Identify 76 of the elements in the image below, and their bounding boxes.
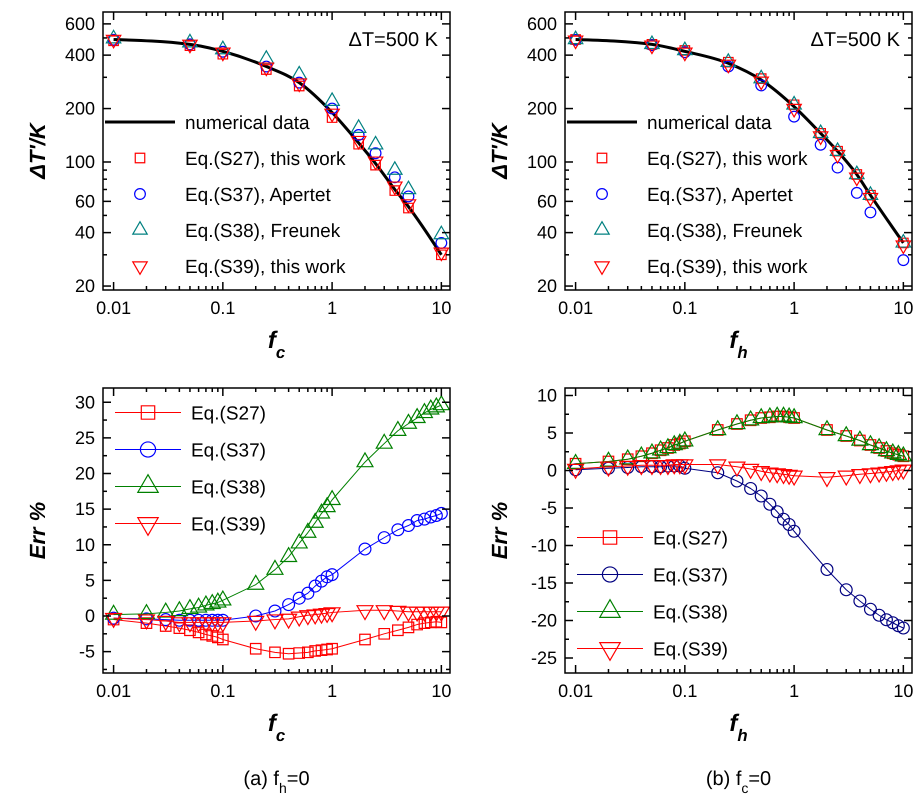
y-tick-label: 20 bbox=[536, 276, 557, 296]
x-tick-label: 0.1 bbox=[210, 681, 236, 701]
x-tick-label: 10 bbox=[893, 298, 914, 318]
legend-label: Eq.(S38), Freunek bbox=[185, 221, 341, 242]
y-tick-label: -5 bbox=[78, 642, 95, 662]
y-axis-title: Err % bbox=[487, 502, 512, 560]
text: (a) f$_{h}$=0 bbox=[243, 768, 310, 796]
x-tick-label: 0.01 bbox=[558, 298, 594, 318]
y-tick-label: 5 bbox=[84, 570, 95, 590]
legend-label: Eq.(S27) bbox=[191, 404, 266, 424]
x-axis-title: f$_{h}$ bbox=[729, 710, 748, 744]
legend-label: Eq.(S38) bbox=[653, 602, 728, 624]
y-axis-title: Err % bbox=[25, 502, 50, 560]
x-tick-label: 1 bbox=[789, 298, 800, 318]
x-tick-label: 10 bbox=[431, 298, 452, 318]
y-tick-label: 20 bbox=[74, 276, 95, 296]
y-tick-label: 10 bbox=[74, 534, 95, 555]
x-tick-label: 1 bbox=[327, 681, 338, 701]
x-tick-label: 0.01 bbox=[96, 298, 132, 318]
x-tick-label: 10 bbox=[431, 681, 452, 701]
y-tick-label: 40 bbox=[74, 222, 95, 243]
legend-label: Eq.(S27) bbox=[653, 528, 728, 550]
y-axis-title: ΔT'/K bbox=[487, 121, 512, 180]
x-tick-label: 10 bbox=[893, 681, 914, 701]
y-tick-label: 600 bbox=[64, 14, 95, 34]
legend-label: numerical data bbox=[647, 113, 772, 134]
y-tick-label: 0 bbox=[84, 606, 95, 626]
legend-label: Eq.(S39), this work bbox=[647, 257, 808, 278]
y-tick-label: 200 bbox=[526, 98, 557, 119]
y-tick-label: 400 bbox=[64, 45, 95, 66]
legend-label: numerical data bbox=[185, 113, 310, 134]
y-axis-title: ΔT'/K bbox=[25, 121, 50, 180]
annotation: ΔT=500 K bbox=[348, 29, 439, 51]
legend-label: Eq.(S39) bbox=[653, 640, 728, 660]
y-tick-label: -5 bbox=[540, 498, 557, 518]
legend-label: Eq.(S37) bbox=[653, 566, 728, 586]
y-tick-label: 25 bbox=[74, 428, 95, 448]
y-tick-label: 5 bbox=[546, 423, 557, 443]
legend-label: Eq.(S37) bbox=[191, 440, 266, 462]
y-tick-label: 100 bbox=[64, 152, 95, 172]
legend-label: Eq.(S37), Apertet bbox=[185, 185, 332, 206]
legend-label: Eq.(S37), Apertet bbox=[647, 185, 794, 206]
y-tick-label: 400 bbox=[526, 45, 557, 66]
x-tick-label: 0.1 bbox=[672, 298, 698, 318]
y-tick-label: 20 bbox=[74, 464, 95, 484]
legend-label: Eq.(S38) bbox=[191, 478, 266, 498]
x-axis-title: f$_{c}$ bbox=[268, 710, 286, 744]
x-axis-title: f$_{c}$ bbox=[268, 327, 286, 362]
annotation: ΔT=500 K bbox=[810, 29, 901, 51]
x-tick-label: 0.1 bbox=[672, 681, 698, 701]
y-tick-label: 10 bbox=[536, 386, 557, 406]
x-axis-title: f$_{h}$ bbox=[729, 327, 748, 362]
legend-label: Eq.(S39) bbox=[191, 514, 266, 536]
x-tick-label: 0.1 bbox=[210, 298, 236, 318]
legend-label: Eq.(S27), this work bbox=[647, 149, 808, 170]
legend-label: Eq.(S27), this work bbox=[185, 149, 346, 170]
x-tick-label: 1 bbox=[789, 681, 800, 701]
text: (b) f$_{c}$=0 bbox=[706, 768, 772, 796]
y-tick-label: 100 bbox=[526, 152, 557, 172]
x-tick-label: 0.01 bbox=[96, 681, 132, 701]
y-tick-label: 200 bbox=[64, 98, 95, 119]
y-tick-label: -20 bbox=[530, 610, 557, 630]
y-tick-label: 600 bbox=[526, 14, 557, 34]
y-tick-label: -15 bbox=[530, 573, 557, 593]
y-tick-label: 60 bbox=[74, 191, 95, 212]
y-tick-label: 0 bbox=[546, 460, 557, 480]
legend-label: Eq.(S39), this work bbox=[185, 257, 346, 278]
y-tick-label: 60 bbox=[536, 191, 557, 212]
y-tick-label: 15 bbox=[74, 499, 95, 520]
y-tick-label: -10 bbox=[530, 536, 557, 556]
y-tick-label: -25 bbox=[530, 648, 557, 668]
y-tick-label: 40 bbox=[536, 222, 557, 243]
y-tick-label: 30 bbox=[74, 392, 95, 412]
x-tick-label: 0.01 bbox=[558, 681, 594, 701]
x-tick-label: 1 bbox=[327, 298, 338, 318]
legend-label: Eq.(S38), Freunek bbox=[647, 221, 803, 242]
